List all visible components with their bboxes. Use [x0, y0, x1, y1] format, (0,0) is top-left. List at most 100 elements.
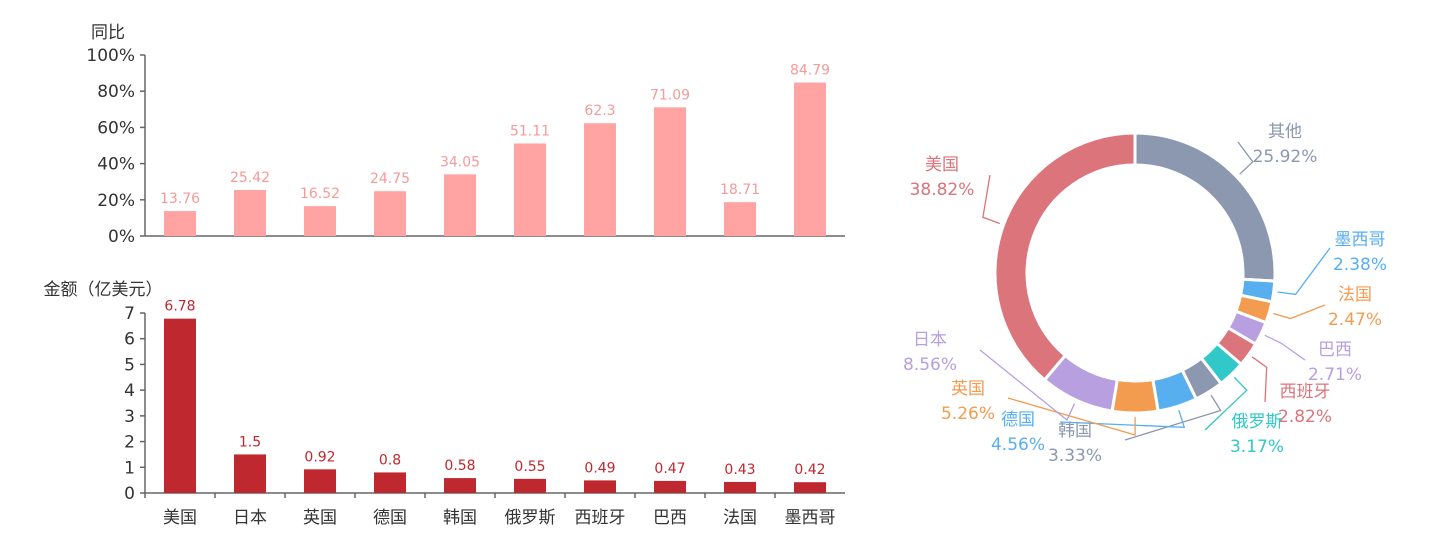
amount-data-label: 0.55: [514, 459, 545, 475]
yoy-data-label: 51.11: [510, 123, 550, 139]
amount-data-label: 6.78: [164, 299, 195, 315]
yoy-bar: [724, 202, 756, 236]
amount-data-label: 0.42: [794, 462, 825, 478]
yoy-bar: [374, 191, 406, 236]
donut-slice-name: 日本: [913, 330, 947, 350]
donut-leader-line: [1204, 376, 1248, 431]
amount-y-tick-label: 6: [124, 330, 135, 350]
yoy-y-tick-label: 80%: [97, 82, 135, 102]
yoy-y-tick-label: 40%: [97, 155, 135, 175]
amount-chart: 金额（亿美元） 0 1 2 3 4 5 6 7 6.78 1.5 0.92 0.8 0.58 0.55 0.4…: [44, 280, 845, 528]
donut-leader-line: [1124, 394, 1222, 441]
donut-slice-percent: 8.56%: [903, 355, 957, 375]
donut-slice-percent: 5.26%: [941, 404, 995, 424]
yoy-y-tick-label: 100%: [86, 46, 135, 66]
donut-slice-name: 其他: [1268, 122, 1302, 142]
amount-y-axis-title: 金额（亿美元）: [44, 280, 163, 300]
amount-x-tick-label: 墨西哥: [785, 508, 836, 528]
amount-x-tick-label: 俄罗斯: [505, 508, 556, 528]
yoy-data-label: 13.76: [160, 191, 200, 207]
yoy-data-label: 24.75: [370, 171, 410, 187]
yoy-y-tick-label: 20%: [97, 191, 135, 211]
amount-x-tick-label: 美国: [163, 508, 197, 528]
amount-data-label: 0.58: [444, 458, 475, 474]
amount-bar: [234, 454, 266, 493]
donut-slice-name: 俄罗斯: [1232, 412, 1283, 432]
donut-leader-line: [1264, 334, 1306, 361]
donut-slice-name: 墨西哥: [1335, 230, 1386, 250]
amount-data-label: 0.8: [379, 452, 401, 468]
yoy-y-axis-title: 同比: [91, 23, 125, 43]
amount-data-label: 0.43: [724, 462, 755, 478]
amount-bar: [374, 472, 406, 493]
yoy-bar: [164, 211, 196, 236]
yoy-bar: [654, 107, 686, 236]
donut-slice: [1110, 377, 1160, 415]
amount-x-tick-label: 法国: [723, 508, 757, 528]
donut-leader-line: [1273, 304, 1326, 320]
yoy-bar: [444, 174, 476, 236]
amount-data-label: 0.92: [304, 449, 335, 465]
donut-slice-percent: 4.56%: [991, 435, 1045, 455]
yoy-bar: [234, 189, 266, 236]
amount-y-tick-label: 4: [124, 381, 135, 401]
amount-y-tick-label: 5: [124, 355, 135, 375]
amount-x-tick-label: 西班牙: [575, 508, 626, 528]
donut-slice-percent: 3.17%: [1230, 437, 1284, 457]
yoy-data-label: 34.05: [440, 154, 480, 170]
donut-slice-name: 美国: [925, 155, 959, 175]
donut-leader-line: [1251, 356, 1268, 403]
yoy-y-tick-label: 0%: [108, 227, 135, 247]
donut-slice-percent: 2.71%: [1308, 365, 1362, 385]
amount-bar: [164, 318, 196, 493]
amount-y-tick-label: 2: [124, 433, 135, 453]
yoy-y-tick-label: 60%: [97, 118, 135, 138]
amount-bar: [654, 480, 686, 493]
amount-bar: [444, 478, 476, 493]
donut-leader-line: [979, 349, 1076, 422]
donut-slice-percent: 2.82%: [1278, 407, 1332, 427]
share-donut-chart: 其他 25.92% 墨西哥 2.38% 法国 2.47% 巴西 2.71%西班牙 2.82%俄罗…: [903, 122, 1387, 466]
donut-slice-percent: 38.82%: [910, 180, 975, 200]
amount-bar: [514, 478, 546, 493]
donut-leader-line: [1059, 409, 1186, 429]
amount-x-tick-label: 巴西: [653, 508, 687, 528]
amount-x-tick-label: 日本: [233, 508, 267, 528]
yoy-bar: [584, 123, 616, 236]
yoy-data-label: 62.3: [584, 103, 615, 119]
donut-slice-percent: 2.38%: [1333, 255, 1387, 275]
amount-bar: [724, 481, 756, 493]
yoy-data-label: 25.42: [230, 170, 270, 186]
yoy-chart: 同比 0% 20% 40% 60% 80% 100% 13.76 25.42 16.52 24.75…: [86, 23, 845, 247]
amount-y-tick-label: 1: [124, 458, 135, 478]
amount-data-label: 0.47: [654, 461, 685, 477]
donut-slice-name: 德国: [1001, 410, 1035, 430]
yoy-data-label: 18.71: [720, 182, 760, 198]
donut-leader-line: [1277, 247, 1331, 296]
donut-slice-name: 英国: [951, 379, 985, 399]
donut-slice-percent: 25.92%: [1253, 147, 1318, 167]
donut-slice: [993, 131, 1137, 382]
donut-leader-line: [1007, 397, 1136, 436]
amount-y-tick-label: 3: [124, 407, 135, 427]
donut-leader-line: [1237, 141, 1254, 175]
amount-data-label: 1.5: [239, 434, 261, 450]
donut-slice-name: 西班牙: [1280, 382, 1331, 402]
yoy-bar: [514, 143, 546, 236]
yoy-bar: [794, 82, 826, 237]
amount-x-tick-label: 英国: [303, 508, 337, 528]
yoy-bar: [304, 206, 336, 236]
donut-leader-line: [982, 174, 1001, 225]
amount-bar: [304, 469, 336, 493]
amount-x-tick-label: 德国: [373, 508, 407, 528]
donut-slice-percent: 3.33%: [1048, 446, 1102, 466]
amount-data-label: 0.49: [584, 460, 615, 476]
amount-bar: [794, 482, 826, 493]
yoy-data-label: 16.52: [300, 186, 340, 202]
amount-bar: [584, 480, 616, 493]
donut-slice-name: 法国: [1338, 285, 1372, 305]
amount-x-tick-label: 韩国: [443, 508, 477, 528]
donut-slice-name: 巴西: [1318, 340, 1352, 360]
donut-slice-percent: 2.47%: [1328, 310, 1382, 330]
